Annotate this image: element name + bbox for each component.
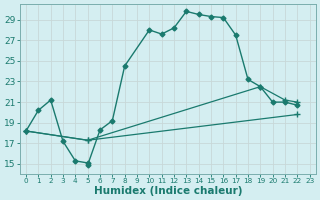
X-axis label: Humidex (Indice chaleur): Humidex (Indice chaleur) (93, 186, 242, 196)
